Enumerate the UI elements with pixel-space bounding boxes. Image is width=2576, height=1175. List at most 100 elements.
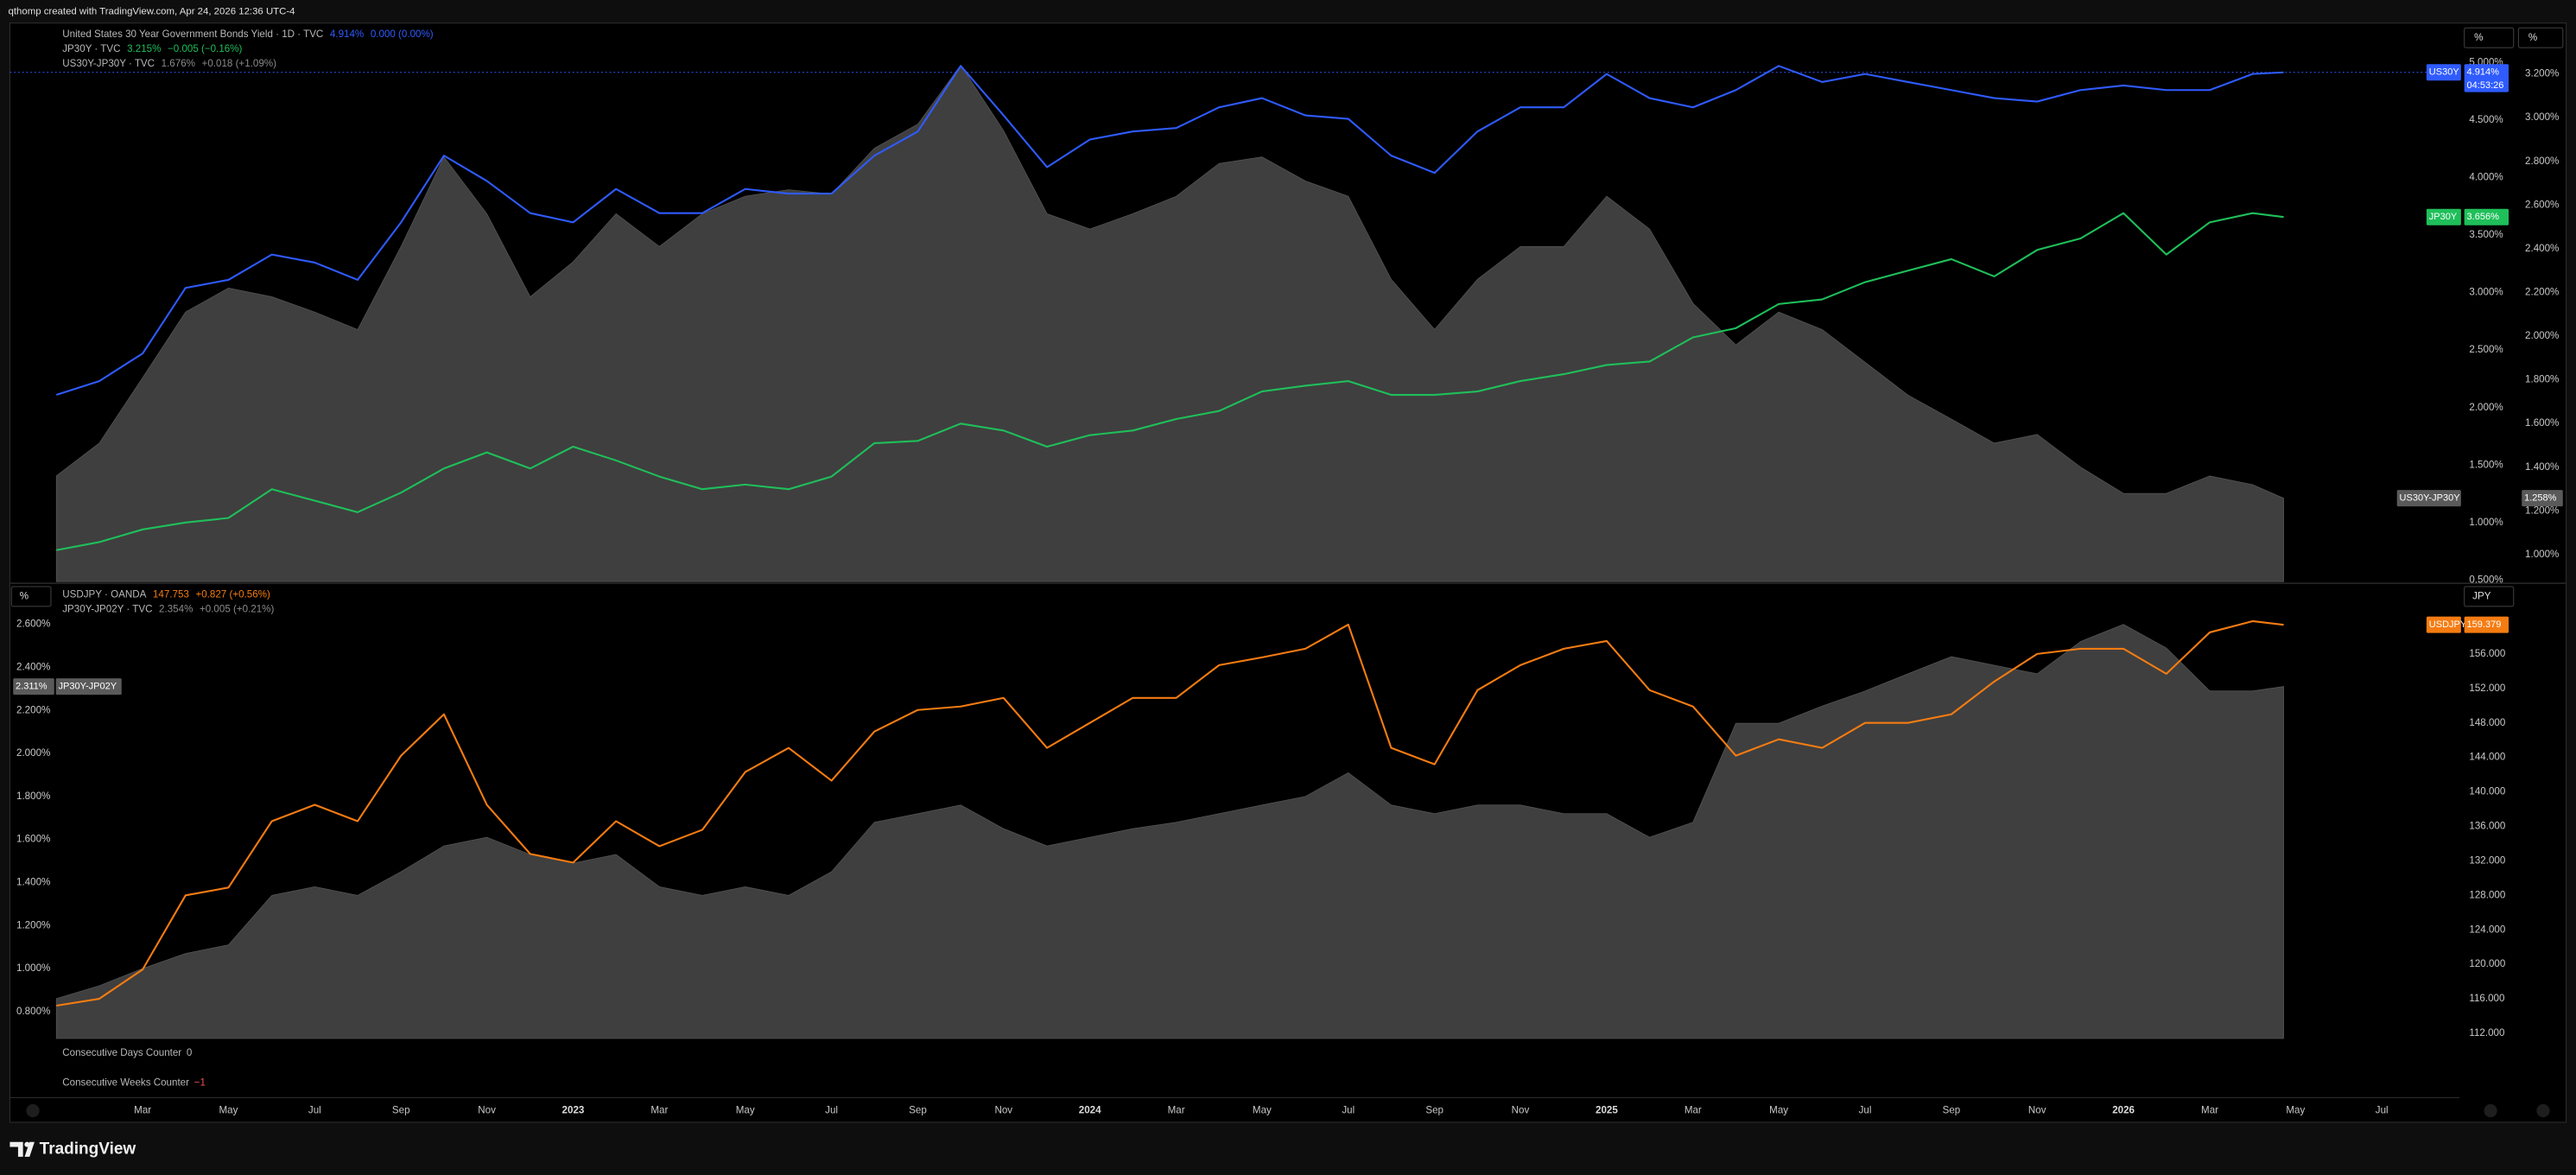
legend-name: JP30Y · TVC <box>62 43 120 54</box>
price-tag-value: 1.258% <box>2524 493 2557 504</box>
y2-tick-label: 2.800% <box>2525 156 2559 167</box>
y-tick-label: 2.400% <box>16 661 50 672</box>
legend-name: USDJPY · OANDA <box>62 589 146 600</box>
price-tag-name: US30Y <box>2429 67 2460 78</box>
x-tick-label: May <box>1769 1105 1788 1116</box>
y2-tick-label: 144.000 <box>2469 752 2505 763</box>
y2-tick-label: 148.000 <box>2469 717 2505 728</box>
price-tag-name: JP30Y <box>2429 212 2458 222</box>
scale-button-label[interactable]: JPY <box>2472 590 2491 601</box>
y2-tick-label: 152.000 <box>2469 683 2505 694</box>
x-tick-label: Nov <box>1512 1105 1530 1116</box>
price-tag-value-box <box>13 678 54 695</box>
x-tick-label: Mar <box>134 1105 151 1116</box>
y2-tick-label: 1.000% <box>2525 549 2559 560</box>
y2-tick-label: 1.600% <box>2525 417 2559 429</box>
x-tick-label: Sep <box>1943 1105 1961 1116</box>
y2-tick-label: 124.000 <box>2469 924 2505 935</box>
y2-tick-label: 2.600% <box>2525 199 2559 210</box>
price-tag-time: 04:53:26 <box>2467 80 2504 91</box>
y2-tick-label: 156.000 <box>2469 648 2505 659</box>
price-tag-value: 2.311% <box>16 681 48 691</box>
y2-tick-label: 140.000 <box>2469 786 2505 797</box>
y-tick-label: 1.800% <box>16 791 50 802</box>
area-series <box>55 624 2284 1039</box>
label-layer: 5.000%4.500%4.000%3.500%3.000%2.500%2.00… <box>13 29 2563 1116</box>
y-tick-label: 3.500% <box>2469 229 2503 240</box>
price-tag-name-box <box>2426 64 2461 81</box>
x-tick-label: Sep <box>909 1105 927 1116</box>
price-tag-name-box <box>55 678 122 695</box>
legend-value: 1.676% <box>162 58 195 69</box>
x-tick-label: 2025 <box>1596 1105 1618 1116</box>
axis-button[interactable] <box>26 1104 40 1118</box>
area-series <box>55 64 2284 582</box>
price-tag-value: 4.914% <box>2467 67 2500 78</box>
price-tag-value-box <box>2464 616 2509 633</box>
scale-button-label[interactable]: % <box>2474 32 2483 43</box>
x-tick-label: Nov <box>994 1105 1012 1116</box>
y2-tick-label: 1.800% <box>2525 374 2559 385</box>
y2-tick-label: 116.000 <box>2469 993 2504 1004</box>
footer-brand: TradingView <box>40 1140 136 1158</box>
x-tick-label: Jul <box>1859 1105 1872 1116</box>
y-tick-label: 2.000% <box>2469 402 2503 413</box>
y2-tick-label: 112.000 <box>2469 1027 2504 1038</box>
y2-tick-label: 3.000% <box>2525 111 2559 123</box>
legend-value: 3.215% <box>127 43 161 54</box>
price-tag-name: USDJPY <box>2429 619 2467 630</box>
axis-button[interactable] <box>2484 1104 2497 1118</box>
x-tick-label: Mar <box>650 1105 668 1116</box>
x-tick-label: Jul <box>2376 1105 2389 1116</box>
scale-button[interactable] <box>2464 27 2515 48</box>
price-tag-value-box <box>2464 64 2509 92</box>
x-tick-label: 2026 <box>2112 1105 2135 1116</box>
legend-change: +0.827 (+0.56%) <box>195 589 270 600</box>
area-layer <box>10 64 2459 1039</box>
y-tick-label: 1.000% <box>16 962 50 974</box>
price-tag-name-box <box>2396 490 2461 507</box>
price-tag-name: JP30Y-JP02Y <box>59 681 117 691</box>
legend-value: 147.753 <box>153 589 189 600</box>
y-tick-label: 2.600% <box>16 619 50 630</box>
y-tick-label: 1.600% <box>16 834 50 845</box>
scale-button-label[interactable]: % <box>20 590 29 601</box>
y2-tick-label: 1.400% <box>2525 461 2559 473</box>
legend-name: US30Y-JP30Y · TVC <box>62 58 155 69</box>
x-tick-label: May <box>736 1105 755 1116</box>
x-tick-label: Jul <box>825 1105 838 1116</box>
price-tag-name-box <box>2426 616 2461 633</box>
y2-tick-label: 136.000 <box>2469 821 2505 832</box>
y-tick-label: 2.000% <box>16 747 50 759</box>
x-tick-label: May <box>2286 1105 2305 1116</box>
scale-button[interactable] <box>2517 27 2564 48</box>
x-tick-label: Mar <box>1685 1105 1702 1116</box>
price-tag-value-box <box>2522 490 2563 507</box>
counter-name: Consecutive Days Counter <box>62 1047 181 1058</box>
x-tick-label: 2024 <box>1079 1105 1101 1116</box>
counter-name: Consecutive Weeks Counter <box>62 1077 189 1088</box>
x-tick-label: Sep <box>1425 1105 1443 1116</box>
y2-tick-label: 2.000% <box>2525 330 2559 341</box>
y-tick-label: 3.000% <box>2469 287 2503 298</box>
y2-tick-label: 1.200% <box>2525 505 2559 516</box>
x-tick-label: Nov <box>2028 1105 2046 1116</box>
y-tick-label: 1.500% <box>2469 459 2503 470</box>
x-tick-label: Mar <box>1168 1105 1185 1116</box>
y-tick-label: 1.200% <box>16 919 50 930</box>
line-series <box>55 65 2284 397</box>
legend-change: 0.000 (0.00%) <box>371 29 434 40</box>
axis-button[interactable] <box>2536 1104 2550 1118</box>
scale-button-label[interactable]: % <box>2528 32 2537 43</box>
y-tick-label: 0.800% <box>16 1006 50 1017</box>
scale-button[interactable] <box>10 586 52 607</box>
x-tick-label: Jul <box>308 1105 321 1116</box>
scale-button[interactable] <box>2464 586 2515 607</box>
y-tick-label: 1.400% <box>16 876 50 887</box>
y2-tick-label: 2.400% <box>2525 243 2559 254</box>
y-tick-label: 4.000% <box>2469 171 2503 182</box>
legend-change: +0.005 (+0.21%) <box>200 604 275 615</box>
y2-tick-label: 132.000 <box>2469 854 2505 866</box>
legend-change: +0.018 (+1.09%) <box>202 58 277 69</box>
